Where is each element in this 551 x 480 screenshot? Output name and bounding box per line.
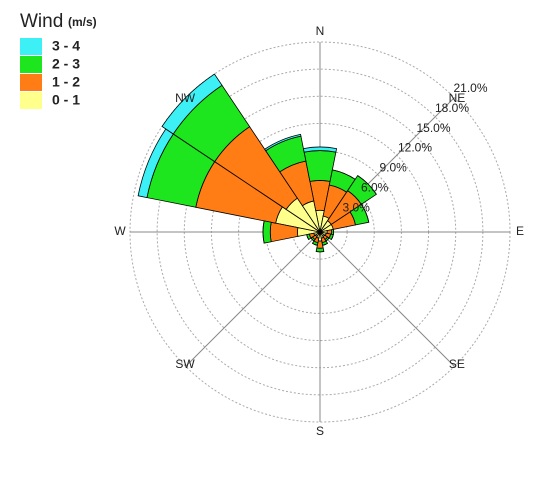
legend-swatch bbox=[20, 92, 42, 109]
legend-label: 3 - 4 bbox=[52, 38, 80, 54]
sector bbox=[322, 242, 328, 246]
sector bbox=[306, 234, 310, 240]
sector bbox=[325, 237, 330, 242]
sector bbox=[310, 237, 315, 242]
direction-label: NE bbox=[449, 91, 466, 105]
ring-label: 3.0% bbox=[343, 200, 371, 214]
legend-swatch bbox=[20, 74, 42, 91]
direction-label: NW bbox=[175, 91, 196, 105]
sector bbox=[332, 169, 356, 180]
ring-label: 6.0% bbox=[361, 180, 389, 194]
ring-label: 9.0% bbox=[380, 161, 408, 175]
ring-label: 15.0% bbox=[417, 121, 451, 135]
ring-label: 21.0% bbox=[454, 81, 488, 95]
direction-label: S bbox=[316, 424, 324, 438]
legend-label: 2 - 3 bbox=[52, 56, 80, 72]
direction-label: E bbox=[516, 224, 524, 238]
sector bbox=[315, 247, 325, 253]
sector bbox=[262, 220, 265, 244]
direction-label: N bbox=[316, 24, 325, 38]
legend-unit: (m/s) bbox=[68, 15, 97, 29]
spoke bbox=[185, 231, 321, 367]
sector bbox=[161, 73, 223, 135]
direction-label: SE bbox=[449, 357, 465, 371]
spoke bbox=[319, 231, 455, 367]
legend-label: 1 - 2 bbox=[52, 74, 80, 90]
direction-label: W bbox=[114, 224, 126, 238]
legend-swatch bbox=[20, 56, 42, 73]
ring-label: 12.0% bbox=[398, 141, 432, 155]
legend-swatch bbox=[20, 38, 42, 55]
sector bbox=[302, 146, 338, 153]
sector bbox=[262, 220, 272, 244]
legend-title: Wind bbox=[20, 11, 63, 32]
direction-label: SW bbox=[175, 357, 195, 371]
sector bbox=[264, 133, 302, 152]
ring-label: 18.0% bbox=[435, 101, 469, 115]
legend-label: 0 - 1 bbox=[52, 92, 80, 108]
